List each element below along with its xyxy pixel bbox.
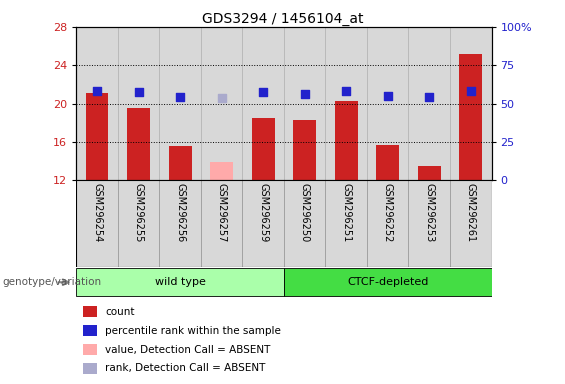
Point: [259, 89, 268, 95]
Bar: [159, 27, 201, 180]
Text: GSM296252: GSM296252: [383, 183, 393, 242]
Text: GSM296257: GSM296257: [216, 183, 227, 242]
Bar: [76, 180, 118, 267]
Bar: [367, 180, 408, 267]
Text: GSM296256: GSM296256: [175, 183, 185, 242]
Bar: [408, 180, 450, 267]
Bar: [335, 101, 358, 180]
Point: [134, 89, 143, 95]
Bar: [450, 180, 492, 267]
Point: [217, 95, 226, 101]
Text: rank, Detection Call = ABSENT: rank, Detection Call = ABSENT: [105, 363, 266, 374]
Bar: [325, 27, 367, 180]
Text: GSM296261: GSM296261: [466, 183, 476, 242]
Bar: [210, 162, 233, 180]
Bar: [459, 54, 482, 180]
Text: wild type: wild type: [155, 277, 206, 287]
Text: percentile rank within the sample: percentile rank within the sample: [105, 326, 281, 336]
Text: GSM296255: GSM296255: [133, 183, 144, 242]
Bar: [367, 27, 408, 180]
Bar: [127, 109, 150, 180]
Text: value, Detection Call = ABSENT: value, Detection Call = ABSENT: [105, 344, 271, 354]
Bar: [418, 166, 441, 180]
Bar: [284, 268, 492, 296]
Bar: [325, 180, 367, 267]
Point: [93, 88, 102, 94]
Text: GSM296259: GSM296259: [258, 183, 268, 242]
Bar: [76, 27, 118, 180]
Bar: [82, 325, 97, 336]
Text: GSM296253: GSM296253: [424, 183, 434, 242]
Bar: [82, 306, 97, 317]
Bar: [293, 120, 316, 180]
Bar: [201, 27, 242, 180]
Bar: [76, 268, 284, 296]
Point: [466, 88, 475, 94]
Bar: [86, 93, 108, 180]
Text: CTCF-depleted: CTCF-depleted: [347, 277, 428, 287]
Point: [425, 94, 434, 100]
Bar: [408, 27, 450, 180]
Text: GDS3294 / 1456104_at: GDS3294 / 1456104_at: [202, 12, 363, 25]
Point: [300, 91, 309, 97]
Bar: [252, 118, 275, 180]
Bar: [376, 145, 399, 180]
Bar: [118, 27, 159, 180]
Bar: [450, 27, 492, 180]
Text: count: count: [105, 307, 135, 317]
Bar: [284, 180, 325, 267]
Bar: [201, 180, 242, 267]
Bar: [242, 180, 284, 267]
Bar: [159, 180, 201, 267]
Text: GSM296254: GSM296254: [92, 183, 102, 242]
Bar: [82, 363, 97, 374]
Text: genotype/variation: genotype/variation: [3, 277, 102, 287]
Bar: [242, 27, 284, 180]
Bar: [284, 27, 325, 180]
Bar: [118, 180, 159, 267]
Text: GSM296250: GSM296250: [299, 183, 310, 242]
Point: [383, 93, 392, 99]
Bar: [82, 344, 97, 355]
Bar: [169, 146, 192, 180]
Point: [176, 94, 185, 100]
Text: GSM296251: GSM296251: [341, 183, 351, 242]
Point: [342, 88, 351, 94]
